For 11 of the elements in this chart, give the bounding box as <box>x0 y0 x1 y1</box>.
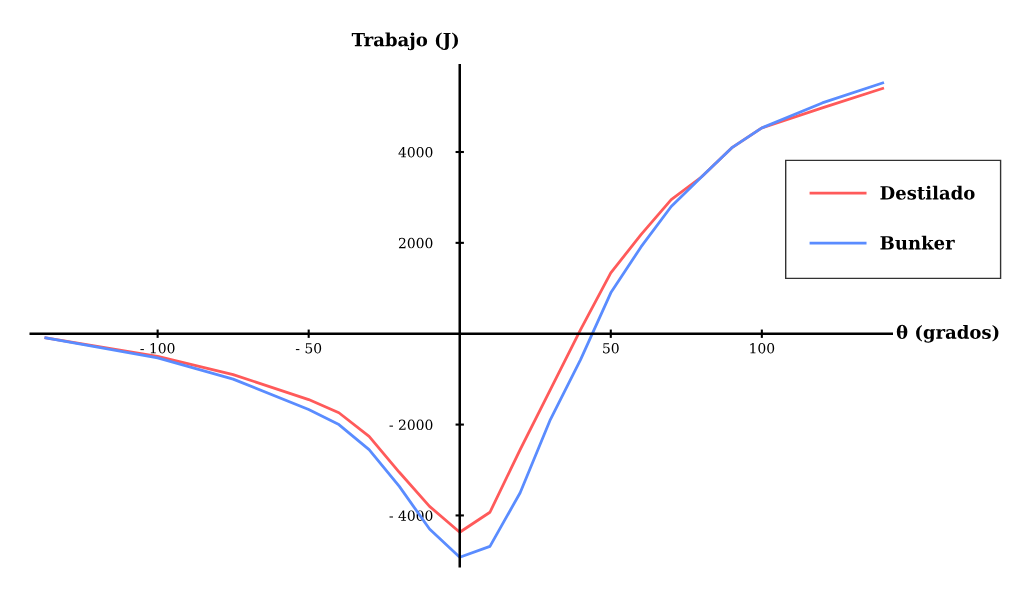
x-axis-title: θ (grados) <box>896 324 999 343</box>
x-tick-label: 100 <box>750 342 775 354</box>
y-tick-label: 2000 <box>398 237 433 249</box>
legend-label: Destilado <box>880 185 975 200</box>
x-tick-label: 50 <box>603 342 619 354</box>
legend-label: Bunker <box>880 235 955 250</box>
x-tick-label: - 50 <box>295 342 322 354</box>
x-tick-label: - 100 <box>140 342 175 354</box>
y-tick-label: - 2000 <box>389 419 433 431</box>
y-tick-label: 4000 <box>398 146 433 158</box>
y-axis-title: Trabajo (J) <box>351 32 459 51</box>
